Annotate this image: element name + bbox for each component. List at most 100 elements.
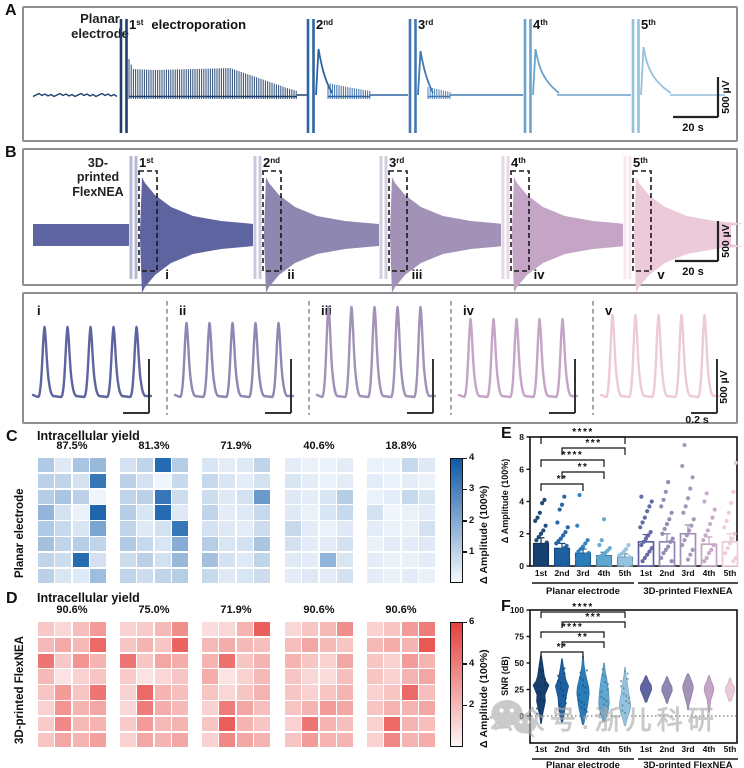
data-point bbox=[688, 486, 693, 491]
violin-data-point bbox=[622, 692, 625, 695]
heatmap-cell bbox=[154, 458, 171, 473]
heatmap-cell bbox=[172, 473, 188, 489]
heatmap-cell bbox=[90, 568, 106, 583]
heatmap-cell bbox=[236, 701, 253, 716]
event-label: 3rd bbox=[389, 155, 404, 170]
data-point bbox=[647, 504, 652, 509]
heatmap-cell bbox=[419, 505, 435, 520]
heatmap-cell bbox=[236, 521, 253, 536]
heatmap-cell bbox=[38, 568, 54, 583]
significance-bracket bbox=[561, 641, 605, 648]
heatmap-cell bbox=[120, 568, 136, 583]
data-point bbox=[585, 538, 590, 543]
y-tick-label: 8 bbox=[519, 432, 524, 442]
colorbar-tick-label: 4 bbox=[469, 452, 475, 463]
heatmap-cell bbox=[120, 505, 136, 520]
violin-data-point bbox=[623, 670, 627, 673]
heatmap-cell bbox=[285, 552, 301, 568]
heatmap-cell bbox=[401, 537, 418, 552]
heatmap-cell bbox=[302, 701, 319, 716]
violin-data-point bbox=[606, 683, 609, 686]
inset-trace bbox=[599, 313, 721, 399]
data-point bbox=[662, 526, 667, 532]
heatmap-cell bbox=[367, 732, 383, 747]
heatmap-cell bbox=[384, 521, 401, 536]
colorbar-tick-mark bbox=[463, 621, 467, 623]
heatmap-cell bbox=[137, 637, 154, 653]
heatmap-cell bbox=[302, 552, 319, 568]
data-point bbox=[628, 560, 633, 565]
violin-data-point bbox=[601, 673, 604, 676]
data-point bbox=[661, 497, 666, 502]
data-point bbox=[732, 531, 737, 536]
data-point bbox=[649, 499, 654, 504]
data-point bbox=[723, 551, 728, 556]
heatmap-grid bbox=[38, 622, 106, 747]
y-tick-label: 2 bbox=[519, 529, 524, 539]
data-point bbox=[642, 515, 647, 520]
x-tick-label: 5th bbox=[619, 568, 632, 578]
spike-peak bbox=[532, 48, 560, 96]
heatmap-cell bbox=[172, 669, 188, 684]
data-point bbox=[684, 533, 689, 538]
violin-data-point bbox=[537, 690, 540, 693]
heatmap-cell bbox=[319, 458, 336, 473]
heatmap-cell bbox=[90, 473, 106, 489]
heatmap-cell bbox=[419, 568, 435, 583]
heatmap-cell bbox=[55, 458, 72, 473]
heatmap-cell bbox=[202, 458, 218, 473]
inset-marker-box bbox=[262, 170, 282, 272]
data-point bbox=[708, 521, 713, 527]
heatmap-cell bbox=[384, 622, 401, 637]
data-point bbox=[667, 517, 672, 522]
panel-c-row-label: Planar electrode bbox=[14, 488, 26, 578]
data-point bbox=[702, 559, 707, 564]
heatmap-cell bbox=[236, 473, 253, 489]
time-scale-label: 20 s bbox=[682, 266, 703, 278]
panel-d-colorbar-label: Δ Amplitude (100%) bbox=[478, 649, 490, 748]
heatmap-cell bbox=[120, 653, 136, 668]
violin bbox=[661, 676, 673, 704]
colorbar-tick-label: 3 bbox=[469, 483, 475, 495]
heatmap-cell bbox=[254, 622, 270, 637]
significance-bracket bbox=[540, 483, 584, 491]
violin-data-point bbox=[585, 710, 588, 713]
heatmap-cell bbox=[72, 701, 89, 716]
data-point bbox=[543, 549, 548, 554]
y-tick-label: 0 bbox=[519, 561, 524, 571]
data-point bbox=[562, 494, 567, 499]
heatmap-cell bbox=[154, 701, 171, 716]
data-point bbox=[642, 555, 647, 561]
heatmap-cell bbox=[154, 568, 171, 583]
data-point bbox=[722, 525, 727, 530]
data-point bbox=[555, 520, 560, 525]
event-label: 4th bbox=[533, 17, 548, 32]
heatmap-cell bbox=[236, 489, 253, 504]
violin bbox=[725, 677, 735, 702]
heatmap-cell bbox=[285, 685, 301, 700]
data-point bbox=[685, 557, 691, 562]
heatmap-cell bbox=[302, 489, 319, 504]
y-tick-label: 6 bbox=[519, 464, 524, 474]
heatmap-cell bbox=[154, 505, 171, 520]
violin-data-point bbox=[541, 670, 544, 673]
x-tick-label: 3rd bbox=[681, 568, 694, 578]
panel-b-letter: B bbox=[5, 144, 17, 161]
data-point bbox=[649, 546, 654, 551]
heatmap-cell bbox=[401, 669, 418, 684]
inset-marker-box bbox=[632, 170, 652, 272]
heatmap-cell bbox=[38, 622, 54, 637]
heatmap-cell bbox=[254, 473, 270, 489]
heatmap-cell bbox=[285, 521, 301, 536]
violin-data-point bbox=[620, 679, 623, 683]
heatmap-cell bbox=[120, 716, 136, 732]
heatmap-cell bbox=[254, 537, 270, 552]
heatmap-grid bbox=[367, 622, 435, 747]
event-label: 2nd bbox=[316, 17, 333, 32]
heatmap-cell bbox=[302, 622, 319, 637]
heatmap-cell bbox=[120, 732, 136, 747]
x-tick-label: 1st bbox=[535, 744, 547, 754]
heatmap-cell bbox=[55, 552, 72, 568]
violin bbox=[703, 675, 715, 713]
heatmap-cell bbox=[202, 473, 218, 489]
